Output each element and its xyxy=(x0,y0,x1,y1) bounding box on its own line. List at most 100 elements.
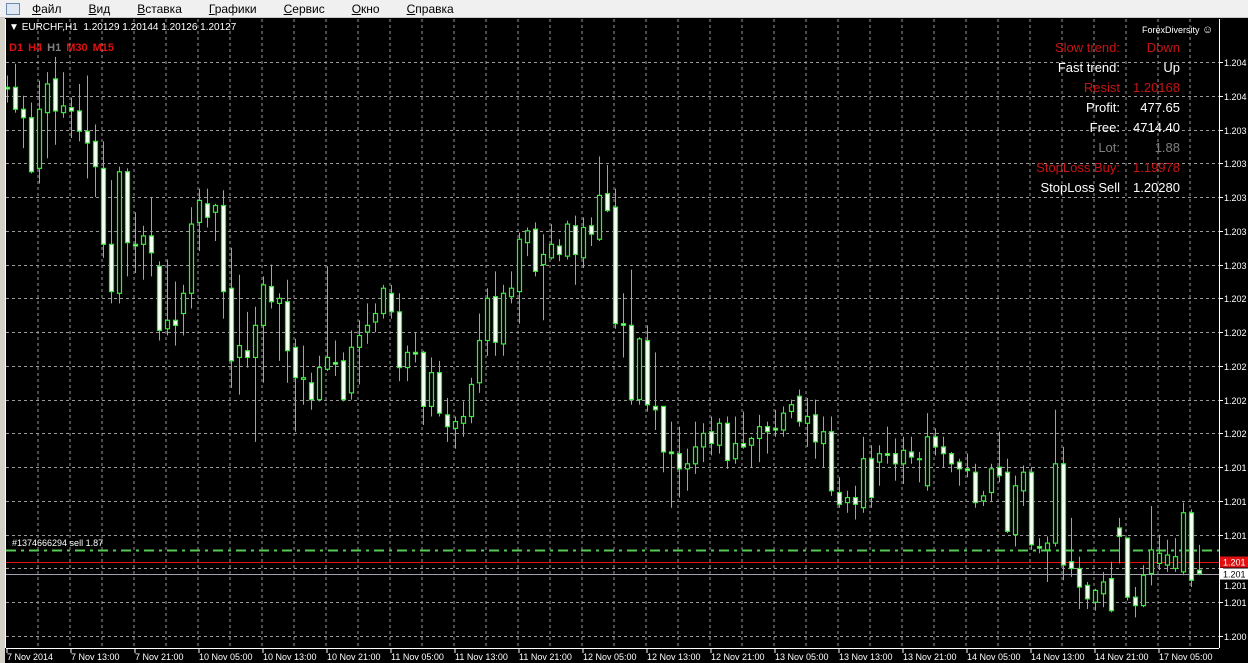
brand-label: ForexDiversity ☺ xyxy=(1142,24,1213,36)
price-axis-label: 1.202 xyxy=(1224,429,1247,439)
info-row: Profit: 477.65 xyxy=(1000,100,1190,120)
menu-charts[interactable]: Графики xyxy=(208,1,257,16)
collapse-triangle-icon[interactable]: ▼ xyxy=(9,22,22,33)
candle-bullish xyxy=(1044,542,1051,551)
order-label: #1374666294 sell 1.87 xyxy=(12,538,104,548)
candle-bullish xyxy=(1172,556,1179,570)
candle-bullish xyxy=(180,292,187,315)
price-axis-label: 1.203 xyxy=(1224,193,1247,203)
candle-bullish xyxy=(564,223,571,257)
menu-tools[interactable]: Сервис xyxy=(283,1,325,16)
info-label: Fast trend: xyxy=(1057,60,1120,75)
candle-bearish xyxy=(1196,569,1203,575)
candle-bearish xyxy=(1076,567,1083,588)
candle-bearish xyxy=(884,453,891,456)
candle-bullish xyxy=(196,199,203,223)
candle-bearish xyxy=(972,471,979,504)
candle-bearish xyxy=(532,228,539,272)
time-axis-label: 17 Nov 05:00 xyxy=(1159,652,1213,662)
candle-bullish xyxy=(988,468,995,494)
candle-bullish xyxy=(276,297,283,305)
candle-bearish xyxy=(660,405,667,453)
candle-bearish xyxy=(652,405,659,411)
candle-bearish xyxy=(908,451,915,458)
timeframe-h4[interactable]: H4 xyxy=(28,42,43,54)
info-value: 1.88 xyxy=(1154,140,1180,155)
candle-bearish xyxy=(228,287,235,362)
candle-bullish xyxy=(236,345,243,359)
time-axis-label: 10 Nov 05:00 xyxy=(199,652,253,662)
price-tag-label: 1.201 xyxy=(1223,558,1246,568)
candle-bullish xyxy=(820,431,827,445)
candle-bearish xyxy=(948,453,955,465)
candle-bullish xyxy=(1148,549,1155,575)
price-axis-label: 1.201 xyxy=(1224,598,1247,608)
candle-bullish xyxy=(60,105,67,114)
time-axis-label: 7 Nov 2014 xyxy=(7,652,53,662)
price-axis-label: 1.201 xyxy=(1224,531,1247,541)
candle-bearish xyxy=(668,451,675,455)
candle-bullish xyxy=(916,458,923,461)
menu-insert[interactable]: Вставка xyxy=(137,1,182,16)
price-axis-label: 1.203 xyxy=(1224,126,1247,136)
candle-bullish xyxy=(348,346,355,394)
candle-bearish xyxy=(340,360,347,401)
info-label: Slow trend: xyxy=(1054,40,1120,55)
candle-bullish xyxy=(324,356,331,370)
candle-bullish xyxy=(1100,581,1107,595)
candle-bearish xyxy=(1108,577,1115,612)
candle-bullish xyxy=(364,324,371,333)
candle-bullish xyxy=(44,83,51,114)
menu-help[interactable]: Справка xyxy=(406,1,454,16)
candle-bearish xyxy=(1084,584,1091,600)
price-axis-label: 1.203 xyxy=(1224,227,1247,237)
candle-bullish xyxy=(36,108,43,169)
time-axis-label: 14 Nov 05:00 xyxy=(967,652,1021,662)
time-axis-label: 13 Nov 21:00 xyxy=(903,652,957,662)
candle-bullish xyxy=(252,324,259,359)
candle-bullish xyxy=(1140,574,1147,607)
menu-file[interactable]: Файл xyxy=(32,1,62,16)
candle-bearish xyxy=(220,204,227,293)
info-label: StopLoss Sell xyxy=(1040,180,1121,195)
menu-window[interactable]: Окно xyxy=(351,1,380,16)
candle-bearish xyxy=(940,446,947,455)
info-value: 1.20168 xyxy=(1133,80,1180,95)
price-axis-label: 1.204 xyxy=(1224,92,1247,102)
brand-text: ForexDiversity xyxy=(1142,25,1200,35)
candle-bullish xyxy=(476,339,483,384)
candle-bearish xyxy=(76,110,83,132)
price-axis-label: 1.202 xyxy=(1224,396,1247,406)
price-axis-label: 1.200 xyxy=(1224,632,1247,642)
candle-bullish xyxy=(452,420,459,429)
candle-bullish xyxy=(844,496,851,504)
candle-bullish xyxy=(1020,471,1027,492)
info-label: Profit: xyxy=(1086,100,1120,115)
time-axis-label: 13 Nov 13:00 xyxy=(839,652,893,662)
candle-bullish xyxy=(780,412,787,431)
candle-bullish xyxy=(1012,485,1019,536)
timeframe-m30[interactable]: M30 xyxy=(66,42,88,54)
candle-bearish xyxy=(964,468,971,472)
candle-bullish xyxy=(876,453,883,463)
price-axis-label: 1.201 xyxy=(1224,497,1247,507)
info-label: Lot: xyxy=(1098,140,1120,155)
chart-ohlc: 1.20129 1.20144 1.20126 1.20127 xyxy=(83,22,237,33)
candle-bearish xyxy=(828,431,835,492)
candle-bearish xyxy=(108,243,115,293)
candle-bullish xyxy=(748,437,755,446)
time-axis-label: 14 Nov 13:00 xyxy=(1031,652,1085,662)
candle-bullish xyxy=(116,171,123,294)
timeframe-m15[interactable]: M15 xyxy=(92,42,114,54)
candle-bullish xyxy=(684,463,691,470)
timeframe-h1[interactable]: H1 xyxy=(47,42,62,54)
candle-bearish xyxy=(1068,561,1075,570)
info-value: 1.19978 xyxy=(1133,160,1180,175)
candle-bearish xyxy=(892,453,899,465)
candle-bullish xyxy=(508,287,515,298)
timeframe-d1[interactable]: D1 xyxy=(9,42,24,54)
timeframe-buttons: D1 H4 H1 M30 M15 xyxy=(9,42,119,54)
menu-view[interactable]: Вид xyxy=(88,1,111,16)
time-axis-label: 12 Nov 13:00 xyxy=(647,652,701,662)
